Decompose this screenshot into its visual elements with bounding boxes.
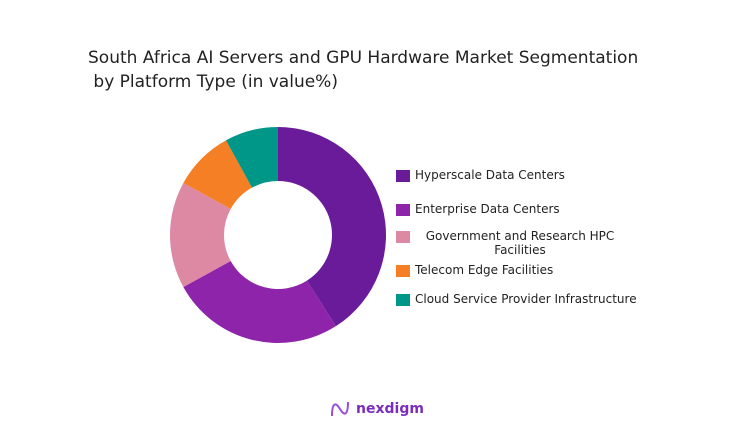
donut-slice-2 (183, 261, 336, 343)
legend-label: Cloud Service Provider Infrastructure (415, 292, 637, 306)
legend-swatch (396, 294, 410, 306)
brand-name: nexdigm (356, 401, 424, 417)
legend-item: Enterprise Data Centers (396, 202, 655, 216)
donut-slice-5 (225, 127, 278, 188)
legend-item: Government and Research HPC Facilities (396, 229, 625, 257)
legend-label: Government and Research HPC Facilities (425, 229, 615, 257)
legend-item: Cloud Service Provider Infrastructure (396, 292, 655, 306)
donut-slice-3 (170, 182, 231, 288)
chart-title: South Africa AI Servers and GPU Hardware… (88, 48, 639, 92)
legend-item: Telecom Edge Facilities (396, 263, 655, 277)
donut-slice-4 (183, 140, 252, 209)
legend-swatch (396, 170, 410, 182)
donut-slice-1 (278, 127, 387, 327)
legend-swatch (396, 204, 410, 216)
brand-logo: nexdigm (330, 400, 424, 418)
legend-item: Hyperscale Data Centers (396, 168, 655, 182)
legend-label: Enterprise Data Centers (415, 202, 560, 216)
logo-icon (331, 401, 349, 417)
legend-label: Telecom Edge Facilities (415, 263, 554, 277)
legend-swatch (396, 265, 410, 277)
legend-label: Hyperscale Data Centers (415, 168, 565, 182)
legend-swatch (396, 231, 410, 243)
